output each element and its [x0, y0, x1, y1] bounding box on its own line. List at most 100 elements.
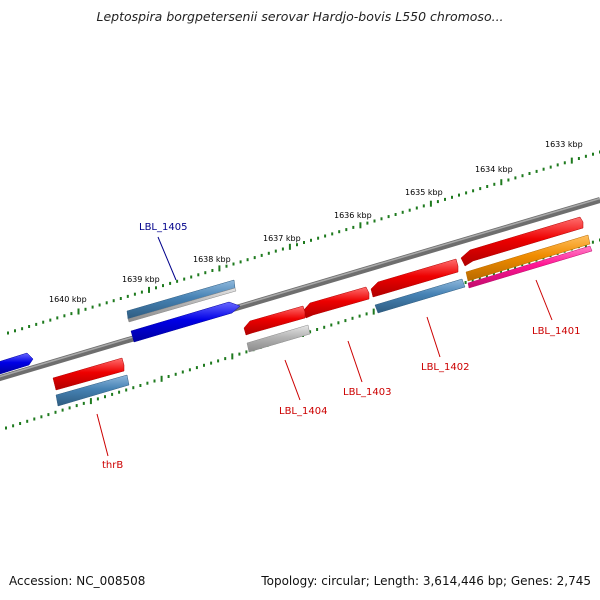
gene-label-lbl-1402[interactable]: LBL_1402: [421, 362, 469, 373]
gene-label-lbl-1405[interactable]: LBL_1405: [139, 222, 187, 233]
minor-tick-mark: [493, 182, 496, 186]
major-tick-mark: [77, 308, 80, 315]
minor-tick-mark: [112, 299, 115, 303]
minor-tick-mark: [49, 318, 52, 322]
minor-tick-mark: [471, 278, 474, 282]
gene-feature-lbl-1404-red[interactable]: [243, 305, 306, 336]
leader-lbl-1402: [426, 316, 441, 358]
minor-tick-mark: [351, 316, 354, 320]
gene-feature-lbl-1401-pink[interactable]: [467, 245, 593, 289]
minor-tick-mark: [118, 390, 121, 394]
minor-tick-mark: [70, 312, 73, 316]
leader-lbl-1405: [157, 236, 177, 281]
gene-feature-lbl-1402-steel[interactable]: [374, 278, 466, 314]
gene-feature-lbl-1403-red[interactable]: [302, 286, 370, 319]
minor-tick-mark: [380, 217, 383, 221]
tick-label-1636: 1636 kbp: [334, 211, 372, 220]
minor-tick-mark: [153, 379, 156, 383]
minor-tick-mark: [436, 200, 439, 204]
minor-tick-mark: [104, 395, 106, 399]
tick-label-1637: 1637 kbp: [263, 234, 301, 243]
gene-feature-thrB-red[interactable]: [52, 357, 125, 391]
reverse-features: [52, 216, 584, 407]
minor-tick-mark: [246, 258, 249, 262]
leader-thrB: [96, 413, 109, 457]
minor-tick-mark: [296, 243, 298, 247]
minor-tick-mark: [492, 272, 495, 276]
gene-label-lbl-1404[interactable]: LBL_1404: [279, 406, 327, 417]
gene-feature-lbl-1401-red[interactable]: [460, 216, 584, 267]
minor-tick-mark: [422, 204, 425, 208]
gene-feature-lbl-1405-silver[interactable]: [127, 287, 237, 323]
minor-tick-mark: [217, 359, 220, 363]
minor-tick-mark: [245, 350, 248, 354]
gene-feature-left-blue[interactable]: [0, 352, 34, 375]
leader-lbl-1404: [284, 359, 301, 401]
minor-tick-mark: [549, 165, 552, 169]
length-label: Length:: [373, 574, 420, 588]
gene-label-thrB[interactable]: thrB: [102, 460, 123, 471]
minor-tick-mark: [126, 294, 129, 298]
minor-tick-mark: [35, 322, 38, 326]
leader-lbl-1401: [535, 279, 553, 321]
minor-tick-mark: [500, 269, 502, 273]
minor-tick-mark: [317, 236, 320, 240]
minor-tick-mark: [40, 415, 43, 419]
minor-tick-mark: [331, 232, 334, 236]
minor-tick-mark: [190, 275, 193, 279]
minor-tick-mark: [125, 388, 128, 392]
minor-tick-mark: [47, 413, 50, 417]
genome-summary: Topology: circular; Length: 3,614,446 bp…: [261, 574, 591, 588]
gene-feature-thrB-steel[interactable]: [55, 374, 130, 407]
major-tick-mark: [231, 353, 234, 360]
tick-track-outer: [7, 150, 600, 335]
minor-tick-mark: [197, 273, 200, 277]
minor-tick-mark: [316, 328, 319, 331]
minor-tick-mark: [253, 256, 256, 260]
minor-tick-mark: [7, 331, 9, 335]
gene-feature-lbl-1404-silver[interactable]: [246, 324, 311, 353]
minor-tick-mark: [33, 417, 36, 421]
accession-value: NC_008508: [76, 574, 146, 588]
minor-tick-mark: [556, 163, 559, 167]
minor-tick-mark: [132, 386, 135, 390]
accession-label: Accession:: [9, 574, 73, 588]
minor-tick-mark: [28, 325, 31, 328]
minor-tick-mark: [195, 366, 198, 370]
minor-tick-mark: [394, 213, 397, 216]
gene-label-lbl-1403[interactable]: LBL_1403: [343, 387, 391, 398]
minor-tick-mark: [96, 397, 99, 401]
minor-tick-mark: [26, 419, 29, 423]
length-value: 3,614,446 bp: [422, 574, 503, 588]
minor-tick-mark: [203, 363, 205, 367]
minor-tick-mark: [260, 253, 263, 257]
genes-value: 2,745: [556, 574, 591, 588]
minor-tick-mark: [155, 286, 157, 290]
gene-labels: LBL_1405 thrB LBL_1404 LBL_1403 LBL_1402…: [102, 222, 580, 471]
minor-tick-mark: [542, 167, 545, 171]
minor-tick-mark: [486, 185, 489, 188]
minor-tick-mark: [111, 392, 114, 396]
tick-label-1633: 1633 kbp: [545, 140, 583, 149]
minor-tick-mark: [63, 314, 66, 318]
minor-tick-mark: [507, 267, 510, 271]
minor-tick-mark: [303, 241, 305, 244]
minor-tick-mark: [365, 312, 368, 316]
major-tick-mark: [218, 265, 221, 272]
minor-tick-mark: [75, 404, 78, 408]
minor-tick-mark: [309, 330, 312, 334]
minor-tick-mark: [167, 375, 170, 378]
gene-label-lbl-1401[interactable]: LBL_1401: [532, 326, 580, 337]
minor-tick-mark: [146, 381, 149, 385]
major-tick-mark: [160, 375, 163, 382]
tick-label-1634: 1634 kbp: [475, 165, 513, 174]
label-leaders: [96, 236, 553, 457]
minor-tick-mark: [211, 269, 214, 272]
gene-feature-lbl-1405-blue[interactable]: [130, 301, 241, 343]
gene-feature-lbl-1402-red[interactable]: [370, 258, 459, 298]
gene-feature-lbl-1401-orange[interactable]: [465, 234, 591, 282]
minor-tick-mark: [14, 329, 16, 333]
minor-tick-mark: [324, 234, 327, 238]
minor-tick-mark: [224, 357, 227, 361]
